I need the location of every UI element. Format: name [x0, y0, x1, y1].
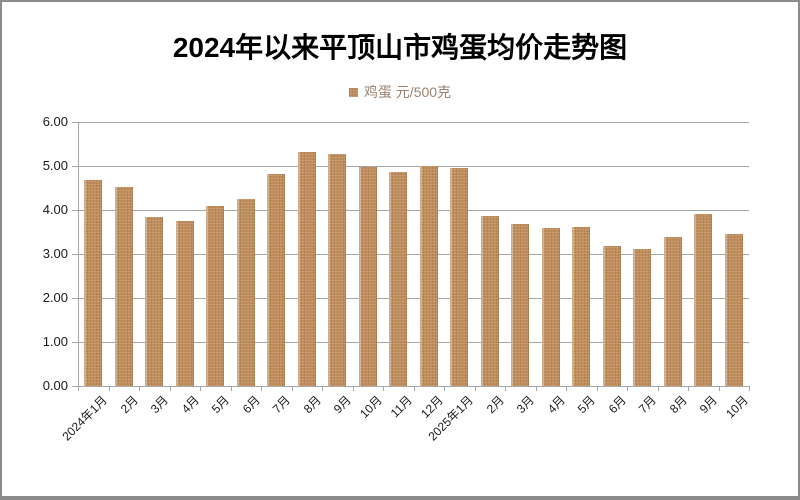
bar [175, 220, 194, 386]
bar [511, 223, 530, 386]
legend-egg-swatch-icon [348, 87, 358, 97]
bar [84, 180, 103, 386]
x-axis-label: 7月 [636, 393, 660, 417]
x-tick [718, 386, 720, 391]
legend-label: 鸡蛋 元/500克 [363, 84, 452, 100]
y-axis-line [78, 122, 79, 391]
gridline [78, 298, 749, 299]
x-tick [169, 386, 171, 391]
x-axis-label: 5月 [575, 393, 599, 417]
x-tick [322, 386, 323, 391]
legend: 鸡蛋 元/500克 [2, 82, 798, 102]
y-tick [72, 210, 78, 211]
x-tick [688, 386, 689, 391]
bar [389, 171, 408, 386]
bar [358, 167, 377, 386]
x-tick [505, 386, 506, 391]
x-axis-label: 9月 [331, 393, 355, 417]
bar [328, 153, 347, 386]
x-axis-label: 4月 [178, 393, 202, 417]
bar [694, 214, 713, 386]
x-tick [352, 386, 354, 391]
x-axis-label: 8月 [300, 393, 324, 417]
x-axis-label: 2024年1月 [59, 393, 111, 444]
bar [114, 187, 133, 386]
bar [236, 198, 255, 386]
y-tick [72, 122, 78, 123]
y-axis-label: 6.00 [42, 114, 68, 129]
x-axis-label: 5月 [209, 393, 233, 417]
x-tick [627, 386, 628, 391]
x-tick [535, 386, 537, 391]
bar [206, 206, 225, 386]
chart-title: 2024年以来平顶山市鸡蛋均价走势图 [172, 32, 628, 63]
y-axis-label: 2.00 [42, 290, 68, 305]
bar [297, 151, 316, 386]
bar [572, 227, 591, 386]
x-tick [474, 386, 476, 391]
bar [633, 249, 652, 386]
bar [419, 166, 438, 386]
x-axis-label: 2月 [117, 393, 141, 417]
x-tick [261, 386, 262, 391]
x-axis-label: 11月 [387, 393, 416, 421]
x-tick [200, 386, 201, 391]
x-axis-line [78, 386, 749, 387]
y-axis-label: 3.00 [42, 246, 68, 261]
x-axis-label: 6月 [239, 393, 263, 417]
y-axis-label: 1.00 [42, 334, 68, 349]
y-tick [72, 386, 78, 387]
bar [267, 173, 286, 386]
x-axis-label: 7月 [270, 393, 294, 417]
x-tick [596, 386, 598, 391]
bar [663, 237, 682, 386]
y-tick [72, 342, 78, 343]
x-axis-label: 3月 [148, 393, 172, 417]
x-tick [749, 386, 750, 391]
bar [480, 216, 499, 386]
x-axis-label: 2月 [483, 393, 507, 417]
x-axis-label: 6月 [605, 393, 629, 417]
y-axis-label: 4.00 [42, 202, 68, 217]
x-tick [291, 386, 293, 391]
x-axis-label: 10月 [722, 393, 751, 421]
gridline [78, 122, 749, 123]
gridline [78, 254, 749, 255]
x-tick [230, 386, 232, 391]
y-tick [72, 298, 78, 299]
x-axis-label: 4月 [544, 393, 568, 417]
bar [450, 168, 469, 386]
x-axis-label: 10月 [356, 393, 385, 421]
x-tick [139, 386, 140, 391]
gridline [78, 166, 749, 167]
gridline [78, 342, 749, 343]
bar [602, 245, 621, 386]
y-tick [72, 166, 78, 167]
y-tick [72, 254, 78, 255]
y-axis-label: 0.00 [42, 378, 68, 393]
x-tick [108, 386, 110, 391]
x-tick [413, 386, 415, 391]
x-tick [566, 386, 567, 391]
x-tick [657, 386, 659, 391]
bar [145, 217, 164, 386]
y-axis-label: 5.00 [42, 158, 68, 173]
bar [724, 233, 743, 386]
x-axis-label: 8月 [666, 393, 690, 417]
x-axis-label: 9月 [697, 393, 721, 417]
gridline [78, 210, 749, 211]
bar [541, 227, 560, 386]
x-axis-label: 3月 [514, 393, 538, 417]
x-tick [444, 386, 445, 391]
x-tick [383, 386, 384, 391]
